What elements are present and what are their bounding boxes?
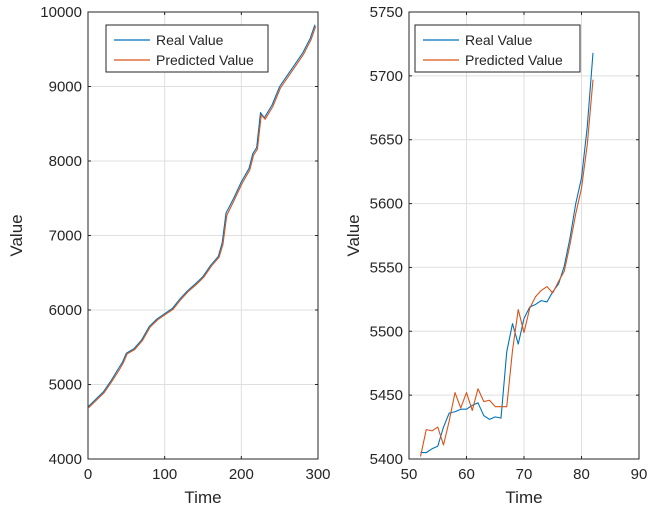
y-tick-label: 5600 xyxy=(370,196,403,213)
legend-real-value-label: Real Value xyxy=(465,32,533,48)
y-axis-label: Value xyxy=(7,214,26,256)
x-tick-label: 90 xyxy=(631,466,648,483)
legend-box xyxy=(105,24,269,73)
y-tick-label: 5000 xyxy=(49,377,82,394)
y-axis-label: Value xyxy=(344,214,363,256)
predicted-value-line xyxy=(88,25,317,408)
legend-box xyxy=(414,24,581,73)
y-tick-label: 5550 xyxy=(370,259,403,276)
x-tick-label: 100 xyxy=(152,466,177,483)
plot-frame xyxy=(87,11,319,460)
left-chart: 0 100 200 300 4000 5000 6000 7000 8000 9000 10000 T… xyxy=(7,4,331,507)
x-tick-label: 70 xyxy=(516,466,533,483)
x-tick-label: 300 xyxy=(305,466,330,483)
predicted-value-line xyxy=(419,79,594,457)
y-tick-label: 5450 xyxy=(370,387,403,404)
x-axis-label: Time xyxy=(505,488,542,507)
real-value-line xyxy=(420,52,594,454)
x-tick-label: 200 xyxy=(229,466,254,483)
right-chart: 50 60 70 80 90 5400 5450 5500 5550 5600 5650 5700 57… xyxy=(344,4,647,507)
x-tick-label: 50 xyxy=(401,466,418,483)
y-tick-label: 8000 xyxy=(49,153,82,170)
real-value-line xyxy=(87,24,316,408)
legend-real-value-label: Real Value xyxy=(156,32,224,48)
y-tick-label: 5700 xyxy=(370,68,403,85)
legend: Real Value Predicted Value xyxy=(105,24,269,73)
y-tick-label: 7000 xyxy=(49,228,82,245)
x-axis-label: Time xyxy=(184,488,221,507)
y-tick-label: 6000 xyxy=(49,302,82,319)
x-tick-label: 60 xyxy=(458,466,475,483)
y-tick-label: 9000 xyxy=(49,79,82,96)
y-tick-label: 5650 xyxy=(370,132,403,149)
x-tick-label: 80 xyxy=(573,466,590,483)
y-tick-label: 5750 xyxy=(370,4,403,21)
y-tick-label: 4000 xyxy=(49,451,82,468)
plot-frame xyxy=(408,11,640,460)
y-tick-label: 5500 xyxy=(370,323,403,340)
y-tick-label: 5400 xyxy=(370,451,403,468)
x-tick-label: 0 xyxy=(84,466,92,483)
legend: Real Value Predicted Value xyxy=(414,24,581,73)
legend-predicted-value-label: Predicted Value xyxy=(156,52,254,68)
legend-predicted-value-label: Predicted Value xyxy=(465,52,563,68)
y-tick-label: 10000 xyxy=(40,4,82,21)
